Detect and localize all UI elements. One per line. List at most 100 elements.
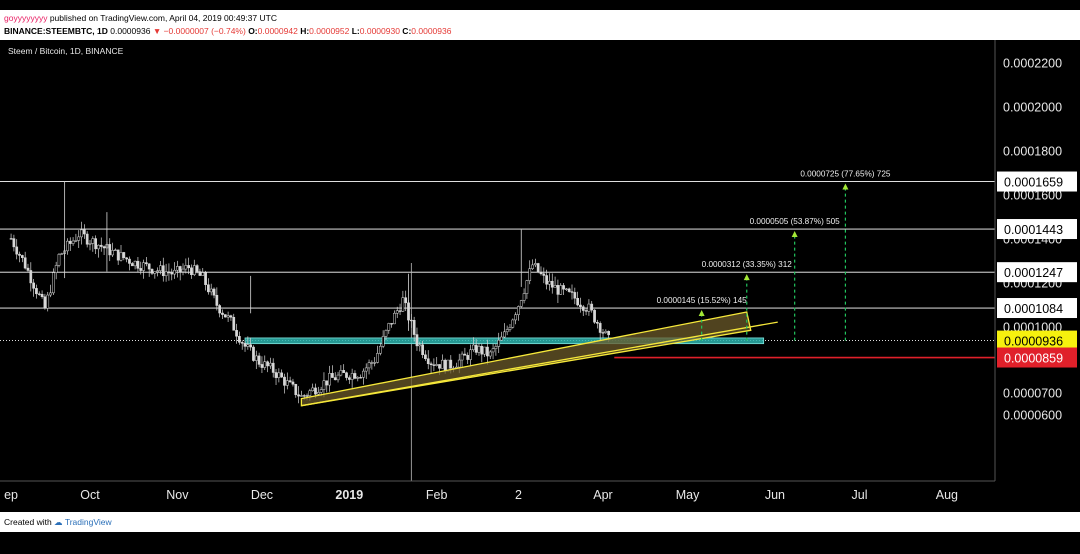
candle-body — [593, 309, 596, 323]
chart-title: Steem / Bitcoin, 1D, BINANCE — [8, 46, 124, 56]
candle-body — [80, 229, 83, 238]
candle-body — [607, 330, 610, 336]
candle-body — [548, 280, 551, 285]
symbol-label: BINANCE:STEEMBTC, 1D — [4, 26, 108, 36]
candle-body — [311, 387, 315, 392]
price-level-badge — [997, 298, 1077, 319]
candle-body — [339, 370, 343, 376]
candle-body — [246, 344, 250, 347]
candle-body — [252, 346, 255, 361]
candle-body — [522, 293, 526, 301]
candle-body — [494, 346, 498, 349]
candle-body — [229, 315, 233, 318]
candle-body — [83, 229, 86, 235]
candle-body — [534, 263, 537, 266]
price-change: ▼ −0.0000007 (−0.74%) — [152, 26, 246, 36]
candle-body — [102, 246, 106, 249]
candle-body — [164, 271, 168, 277]
candle-body — [111, 250, 114, 256]
target-arrowhead — [842, 183, 849, 190]
candle-body — [342, 370, 346, 373]
candle-body — [500, 336, 503, 341]
candle-body — [195, 265, 199, 272]
candle-body — [23, 257, 27, 269]
candle-body — [542, 273, 546, 276]
candle-body — [35, 288, 38, 295]
candle-body — [85, 233, 89, 245]
candle-body — [285, 380, 289, 386]
candle-body — [550, 280, 554, 288]
target-label: 0.0000725 (77.65%) 725 — [800, 170, 891, 179]
candle-body — [345, 372, 348, 378]
price-level-label: 0.0001443 — [1004, 223, 1063, 237]
candle-body — [243, 343, 247, 347]
candle-body — [565, 288, 568, 290]
candle-body — [322, 380, 326, 390]
candle-body — [328, 373, 331, 386]
candle-body — [249, 344, 253, 348]
candle-body — [525, 280, 529, 294]
candle-body — [167, 271, 171, 274]
candle-body — [590, 303, 594, 311]
candle-body — [359, 377, 362, 379]
candle-body — [204, 272, 207, 285]
candle-body — [57, 254, 61, 266]
candle-body — [576, 297, 579, 306]
candle-body — [254, 355, 258, 361]
candle-body — [325, 380, 329, 386]
open-label: O: — [245, 26, 258, 36]
candle-body — [192, 265, 196, 275]
target-label: 0.0000505 (53.87%) 505 — [750, 217, 841, 226]
candle-body — [108, 244, 112, 256]
candle-body — [52, 272, 55, 294]
candle-body — [263, 361, 267, 368]
candle-body — [161, 265, 165, 277]
price-chart[interactable]: 0.0000145 (15.52%) 145 0.0000312 (33.35%)… — [0, 40, 1080, 512]
price-tick-label: 0.0001800 — [1003, 145, 1062, 159]
candle-body — [26, 267, 30, 271]
candle-body — [207, 284, 210, 293]
candle-body — [97, 244, 100, 250]
target-arrowhead — [791, 231, 798, 238]
candle-body — [314, 387, 317, 395]
candle-body — [46, 294, 50, 309]
candle-body — [469, 349, 472, 360]
candle-body — [66, 240, 69, 252]
candle-body — [333, 377, 337, 381]
candle-body — [331, 373, 334, 378]
candle-body — [579, 304, 582, 307]
candle-body — [409, 319, 413, 322]
candle-body — [43, 296, 47, 309]
tradingview-logo[interactable]: ☁ TradingView — [54, 517, 112, 527]
candle-body — [12, 238, 16, 248]
candle-body — [553, 285, 557, 288]
price-tick-label: 0.0000700 — [1003, 387, 1062, 401]
candle-body — [153, 271, 157, 274]
candle-body — [477, 345, 481, 353]
candle-body — [40, 293, 44, 297]
candle-body — [130, 263, 134, 267]
time-tick-label: 2 — [515, 488, 522, 502]
price-tick-label: 0.0001600 — [1003, 189, 1062, 203]
candle-body — [159, 265, 162, 271]
candle-body — [457, 359, 461, 368]
candle-body — [536, 263, 540, 273]
candle-body — [367, 362, 371, 369]
candle-body — [60, 253, 64, 255]
candle-body — [235, 330, 238, 337]
time-tick-label: Jun — [765, 488, 785, 502]
candle-body — [395, 310, 399, 314]
candle-body — [604, 330, 608, 333]
candle-body — [491, 348, 495, 353]
candle-body — [435, 364, 439, 366]
candle-body — [119, 252, 123, 261]
candle-body — [508, 326, 512, 330]
created-with-text: Created with — [4, 517, 55, 527]
candle-body — [460, 353, 464, 361]
author-name[interactable]: goyyyyyyyy — [4, 13, 48, 23]
candle-body — [364, 367, 368, 372]
candle-body — [297, 394, 300, 397]
candle-body — [302, 395, 306, 397]
candle-body — [587, 303, 591, 312]
bottom-frame — [0, 532, 1080, 554]
